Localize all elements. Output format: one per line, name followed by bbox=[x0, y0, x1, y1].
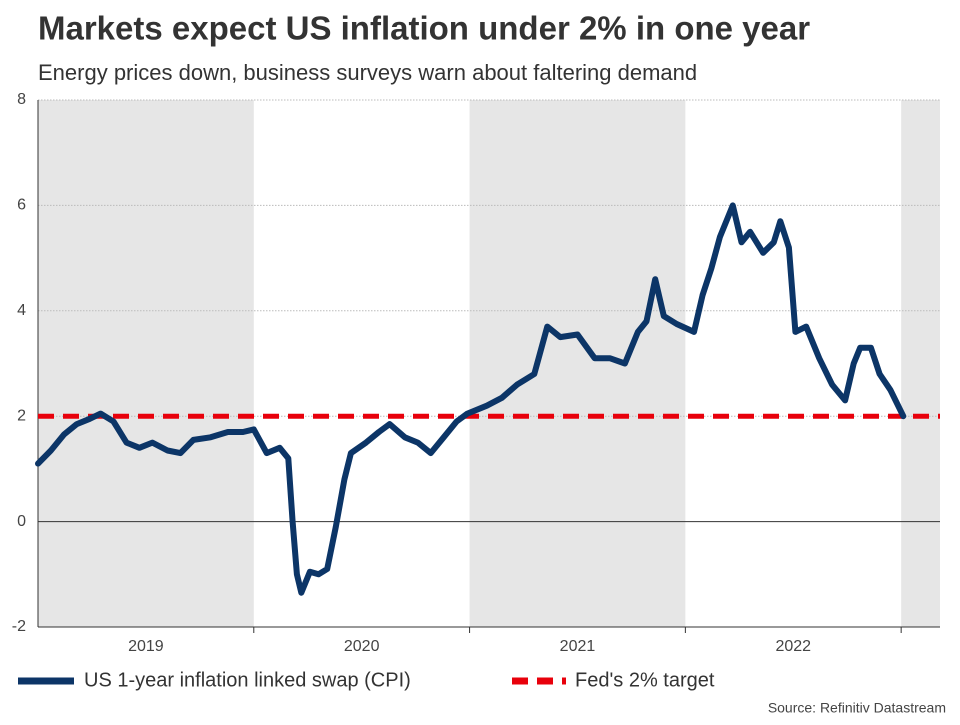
source: Source: Refinitiv Datastream bbox=[768, 700, 946, 716]
x-tick-label: 2020 bbox=[344, 638, 380, 655]
y-tick-label: 2 bbox=[17, 407, 26, 424]
year-band bbox=[38, 100, 254, 627]
y-tick-label: 4 bbox=[17, 302, 26, 319]
legend-label: US 1-year inflation linked swap (CPI) bbox=[84, 669, 411, 691]
chart-title: Markets expect US inflation under 2% in … bbox=[38, 10, 810, 47]
year-band bbox=[469, 100, 686, 627]
x-tick-label: 2022 bbox=[775, 638, 811, 655]
y-tick-label: 8 bbox=[17, 91, 26, 108]
legend-label: Fed's 2% target bbox=[575, 669, 715, 691]
year-band bbox=[901, 100, 940, 627]
series-line bbox=[35, 202, 907, 596]
y-tick-label: 6 bbox=[17, 197, 26, 214]
y-tick-label: -2 bbox=[12, 618, 26, 635]
plot bbox=[35, 202, 940, 596]
background-bands bbox=[38, 100, 940, 627]
y-tick-label: 0 bbox=[17, 513, 26, 530]
x-tick-label: 2019 bbox=[128, 638, 164, 655]
chart-subtitle: Energy prices down, business surveys war… bbox=[38, 60, 697, 85]
x-tick-label: 2021 bbox=[560, 638, 596, 655]
